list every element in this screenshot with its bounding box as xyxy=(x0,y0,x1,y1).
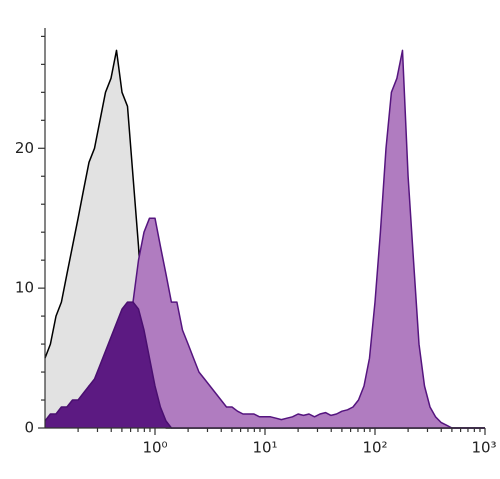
x-tick-label: 10⁰ xyxy=(142,439,167,457)
histogram-area xyxy=(45,50,485,429)
histogram-area xyxy=(45,302,485,428)
x-tick-label: 10² xyxy=(362,439,387,457)
y-tick-label: 0 xyxy=(24,419,34,437)
y-tick-label: 20 xyxy=(15,139,34,157)
x-tick-label: 10³ xyxy=(471,439,496,457)
y-tick-label: 10 xyxy=(15,279,34,297)
x-tick-label: 10¹ xyxy=(252,439,277,457)
